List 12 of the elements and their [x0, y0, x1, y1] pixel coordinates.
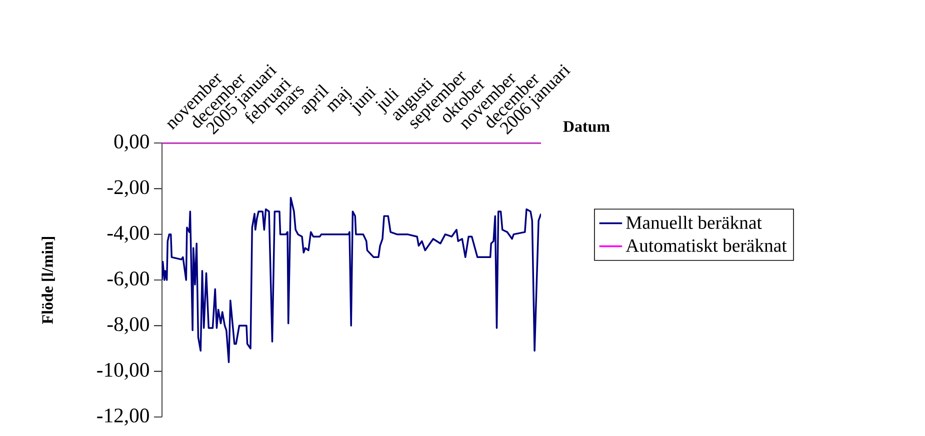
y-tick-label: -12,00 — [97, 408, 149, 426]
y-tick-label: -8,00 — [107, 317, 149, 334]
y-axis-title: Flöde [l/min] — [42, 236, 55, 324]
legend-label: Automatiskt beräknat — [626, 238, 787, 252]
y-tick-label: -6,00 — [107, 272, 149, 288]
y-tick-label: -10,00 — [97, 362, 149, 380]
y-tick-label: -4,00 — [107, 226, 149, 243]
y-tick-label: -2,00 — [107, 180, 149, 198]
x-axis-title: Datum — [563, 121, 610, 132]
x-tick-label: juni — [350, 86, 377, 116]
y-tick-label: 0,00 — [114, 134, 149, 152]
legend-label: Manuellt beräknat — [626, 216, 762, 229]
